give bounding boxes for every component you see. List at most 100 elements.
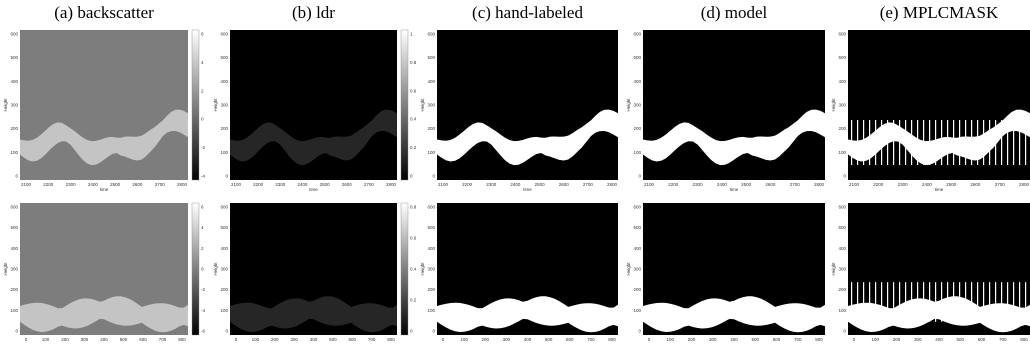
y-tick-label: 100 (10, 150, 18, 155)
colorbar-tick-label: 2 (201, 88, 204, 93)
cloud (20, 109, 188, 166)
y-tick-label: 600 (220, 32, 228, 37)
x-tick-label: 100 (871, 337, 879, 342)
x-tick-label: 2200 (462, 182, 473, 187)
x-tick-label: 800 (387, 337, 395, 342)
y-tick-label: 100 (10, 308, 18, 313)
x-tick-label: 2500 (741, 182, 752, 187)
x-tick-label: 2300 (66, 182, 77, 187)
x-tick-label: 600 (139, 337, 147, 342)
streak (887, 282, 889, 322)
y-axis-label: Height (626, 98, 631, 112)
x-tick-label: 2800 (607, 182, 618, 187)
x-tick-label: 0 (442, 337, 445, 342)
streak (881, 282, 883, 322)
y-tick-label: 500 (220, 55, 228, 60)
x-axis-label: time (523, 187, 532, 192)
y-tick-label: 300 (220, 103, 228, 108)
colorbar-tick-label: -4 (201, 174, 205, 179)
streak (989, 282, 991, 322)
y-tick-label: 200 (633, 287, 641, 292)
y-tick-label: 0 (225, 174, 228, 179)
y-axis-label: Height (3, 262, 8, 276)
colorbar-tick-label: 0.8 (410, 60, 417, 65)
x-tick-label: 2200 (253, 182, 264, 187)
x-tick-label: 300 (914, 337, 922, 342)
y-tick-label: 0 (843, 174, 846, 179)
panel: 600 500 400 300 200 100 0 Height 0 100 200 300 400 50… (831, 203, 1030, 342)
colorbar-tick-label: -6 (201, 329, 205, 334)
x-tick-label: 2200 (873, 182, 884, 187)
streak (995, 282, 997, 322)
streak (959, 282, 961, 322)
streak (971, 120, 973, 165)
x-tick-label: 2600 (132, 182, 143, 187)
column-title: (d) model (701, 3, 768, 22)
y-tick-label: 400 (633, 79, 641, 84)
y-tick-label: 200 (838, 126, 846, 131)
y-axis-label: Height (420, 98, 425, 112)
y-tick-label: 400 (427, 79, 435, 84)
y-tick-label: 100 (633, 308, 641, 313)
x-tick-label: 700 (999, 337, 1007, 342)
x-tick-label: 0 (648, 337, 651, 342)
x-tick-label: 700 (159, 337, 167, 342)
streak (905, 282, 907, 322)
y-tick-label: 0 (432, 174, 435, 179)
panel: 600 500 400 300 200 100 0 Height 2100 2200 2300 240… (420, 30, 618, 192)
streak (1007, 282, 1009, 322)
cloud (643, 296, 825, 333)
y-tick-label: 100 (427, 150, 435, 155)
y-tick-label: 0 (15, 174, 18, 179)
colorbar-tick-label: 0.4 (410, 267, 417, 272)
cloud (20, 296, 188, 333)
y-tick-label: 100 (220, 308, 228, 313)
panel: 600 500 400 300 200 100 0 Height 2100 2200 2300 240… (213, 29, 417, 192)
streak (857, 120, 859, 165)
panel: 600 500 400 300 200 100 0 Height 2100 2200 2300 240… (626, 30, 825, 192)
y-tick-label: 400 (633, 246, 641, 251)
streak (899, 120, 901, 165)
colorbar-tick-label: 0.6 (410, 88, 417, 93)
x-axis-label: time (935, 187, 944, 192)
colorbar-tick-label: 0 (201, 267, 204, 272)
y-tick-label: 600 (220, 205, 228, 210)
x-tick-label: 0 (235, 337, 238, 342)
x-tick-label: 2100 (849, 182, 860, 187)
streak (899, 282, 901, 322)
y-tick-label: 0 (638, 174, 641, 179)
cloud (437, 296, 618, 333)
y-tick-label: 200 (10, 287, 18, 292)
streak (953, 120, 955, 165)
colorbar (400, 202, 409, 336)
streak (893, 120, 895, 165)
streak (1019, 120, 1021, 165)
x-tick-label: 2300 (898, 182, 909, 187)
panel: 600 500 400 300 200 100 0 Height 0 100 200 300 400 50… (213, 202, 417, 342)
x-tick-label: 500 (956, 337, 964, 342)
streak (929, 282, 931, 322)
x-tick-label: 500 (751, 337, 759, 342)
y-tick-label: 300 (427, 103, 435, 108)
streak (935, 282, 937, 322)
y-tick-label: 400 (220, 79, 228, 84)
streak (965, 120, 967, 165)
x-tick-label: 2500 (946, 182, 957, 187)
x-tick-label: 2400 (88, 182, 99, 187)
y-tick-label: 400 (838, 246, 846, 251)
x-tick-label: 100 (252, 337, 260, 342)
x-tick-label: 600 (348, 337, 356, 342)
panel: 600 500 400 300 200 100 0 Height 2100 2200 2300 240… (831, 30, 1030, 192)
y-tick-label: 100 (220, 150, 228, 155)
x-tick-label: 700 (794, 337, 802, 342)
streak (1025, 282, 1027, 322)
streak (1025, 120, 1027, 165)
x-tick-label: 800 (608, 337, 616, 342)
y-tick-label: 300 (633, 267, 641, 272)
y-tick-label: 600 (427, 205, 435, 210)
y-tick-label: 100 (427, 308, 435, 313)
streak (929, 120, 931, 165)
y-tick-label: 500 (633, 225, 641, 230)
